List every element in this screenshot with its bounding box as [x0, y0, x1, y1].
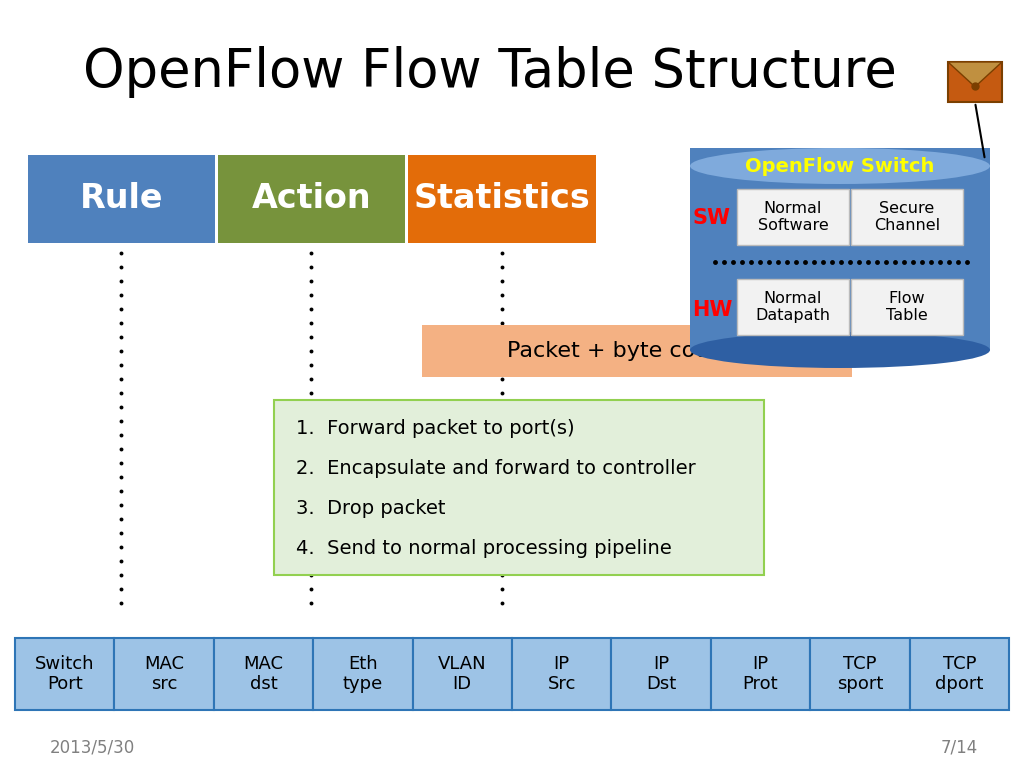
Text: Packet + byte counters: Packet + byte counters [507, 341, 767, 361]
FancyBboxPatch shape [274, 400, 764, 575]
FancyBboxPatch shape [214, 638, 313, 710]
FancyBboxPatch shape [422, 325, 852, 377]
Text: Secure
Channel: Secure Channel [873, 200, 940, 233]
FancyBboxPatch shape [737, 279, 849, 335]
Text: OpenFlow Switch: OpenFlow Switch [745, 157, 935, 176]
Ellipse shape [690, 148, 990, 184]
FancyBboxPatch shape [313, 638, 413, 710]
FancyBboxPatch shape [15, 638, 115, 710]
FancyBboxPatch shape [948, 62, 1002, 102]
Text: Normal
Software: Normal Software [758, 200, 828, 233]
Text: MAC
dst: MAC dst [244, 654, 284, 694]
FancyBboxPatch shape [28, 155, 215, 243]
Ellipse shape [690, 332, 990, 368]
Text: 7/14: 7/14 [941, 739, 978, 757]
FancyBboxPatch shape [851, 189, 963, 245]
FancyBboxPatch shape [115, 638, 214, 710]
FancyBboxPatch shape [413, 638, 512, 710]
Text: Action: Action [252, 183, 372, 216]
FancyBboxPatch shape [512, 638, 611, 710]
Text: TCP
sport: TCP sport [837, 654, 883, 694]
Text: 2.  Encapsulate and forward to controller: 2. Encapsulate and forward to controller [296, 458, 695, 478]
Text: OpenFlow Flow Table Structure: OpenFlow Flow Table Structure [83, 46, 897, 98]
Text: IP
Src: IP Src [548, 654, 575, 694]
FancyBboxPatch shape [810, 638, 909, 710]
Text: Rule: Rule [80, 183, 163, 216]
FancyBboxPatch shape [611, 638, 711, 710]
Text: Switch
Port: Switch Port [35, 654, 94, 694]
Text: Eth
type: Eth type [343, 654, 383, 694]
FancyBboxPatch shape [218, 155, 406, 243]
Text: Normal
Datapath: Normal Datapath [756, 291, 830, 323]
FancyBboxPatch shape [408, 155, 596, 243]
Text: 3.  Drop packet: 3. Drop packet [296, 498, 445, 518]
Text: 2013/5/30: 2013/5/30 [50, 739, 135, 757]
Text: IP
Dst: IP Dst [646, 654, 676, 694]
Text: IP
Prot: IP Prot [742, 654, 778, 694]
Text: VLAN
ID: VLAN ID [438, 654, 486, 694]
Text: SW: SW [693, 208, 731, 228]
FancyBboxPatch shape [711, 638, 810, 710]
Text: 4.  Send to normal processing pipeline: 4. Send to normal processing pipeline [296, 538, 672, 558]
Text: TCP
dport: TCP dport [935, 654, 983, 694]
Text: Statistics: Statistics [414, 183, 591, 216]
FancyBboxPatch shape [851, 279, 963, 335]
Text: Flow
Table: Flow Table [886, 291, 928, 323]
FancyBboxPatch shape [737, 189, 849, 245]
Polygon shape [948, 62, 1002, 87]
FancyBboxPatch shape [909, 638, 1009, 710]
FancyBboxPatch shape [690, 148, 990, 350]
Text: 1.  Forward packet to port(s): 1. Forward packet to port(s) [296, 419, 574, 438]
Text: HW: HW [692, 300, 732, 320]
Text: MAC
src: MAC src [144, 654, 184, 694]
